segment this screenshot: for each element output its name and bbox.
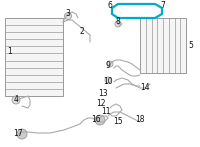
Circle shape <box>17 129 27 139</box>
Circle shape <box>64 12 72 20</box>
Text: 3: 3 <box>66 10 70 19</box>
Text: 2: 2 <box>80 27 84 36</box>
Bar <box>140 18 186 73</box>
Text: 9: 9 <box>106 61 110 71</box>
Circle shape <box>115 21 121 27</box>
Text: 4: 4 <box>14 96 18 105</box>
Text: 7: 7 <box>161 1 165 10</box>
Circle shape <box>95 115 105 125</box>
Text: 15: 15 <box>113 117 123 127</box>
Text: 18: 18 <box>135 116 145 125</box>
Text: 6: 6 <box>108 1 112 10</box>
Text: 5: 5 <box>189 41 193 51</box>
Bar <box>5 18 63 96</box>
Text: 13: 13 <box>98 88 108 97</box>
Text: 14: 14 <box>140 83 150 92</box>
Circle shape <box>107 61 113 67</box>
Text: 10: 10 <box>103 77 113 86</box>
Text: 16: 16 <box>91 116 101 125</box>
Text: 17: 17 <box>13 128 23 137</box>
Circle shape <box>12 96 20 104</box>
Circle shape <box>105 77 111 83</box>
Text: 12: 12 <box>96 100 106 108</box>
Text: 8: 8 <box>116 17 120 26</box>
Text: 11: 11 <box>101 107 111 117</box>
Text: 1: 1 <box>8 47 12 56</box>
